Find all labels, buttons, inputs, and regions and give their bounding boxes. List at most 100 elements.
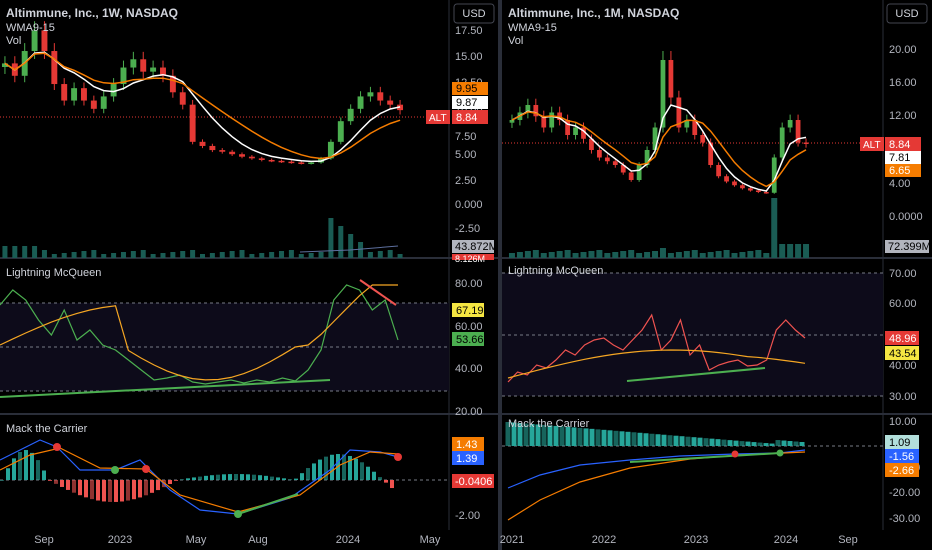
left-mack-tick-0: -2.00	[455, 510, 480, 522]
right-vol-bar-34	[779, 244, 786, 258]
right-hist-bar-33	[703, 438, 709, 446]
right-vol-bar-36	[795, 244, 802, 258]
right-lightning-fast-tag	[885, 331, 919, 345]
right-volume-indicator-label[interactable]: Vol	[508, 35, 523, 47]
right-vol-bar-17	[644, 252, 651, 258]
left-vol-bar-38	[377, 251, 383, 258]
right-candle-3	[533, 105, 539, 117]
right-wma-slow-tag	[885, 164, 921, 177]
left-vol-bar-27	[269, 252, 275, 258]
left-hist-bar-48	[288, 479, 292, 481]
right-symbol-title[interactable]: Altimmune, Inc., 1M, NASDAQ	[508, 6, 679, 20]
left-vol-bar-19	[190, 250, 196, 258]
left-candle-37	[367, 92, 374, 97]
left-mack-hist-value: -0.0406	[455, 476, 492, 488]
left-hist-bar-64	[384, 480, 388, 483]
right-hist-bar-26	[661, 434, 667, 446]
right-last-price-tag	[885, 137, 921, 151]
right-lightning-title[interactable]: Lightning McQueen	[508, 265, 603, 277]
left-hist-bar-43	[258, 475, 262, 480]
left-hist-bar-63	[378, 477, 382, 480]
left-time-axis[interactable]: Sep 2023 May Aug 2024 May	[34, 534, 441, 546]
left-vol-bar-18	[180, 251, 186, 258]
left-candle-27	[268, 159, 275, 162]
left-candle-4	[41, 30, 48, 52]
left-hist-bar-46	[276, 477, 280, 480]
left-vol-bar-31	[308, 253, 314, 258]
right-candle-31	[755, 190, 761, 192]
left-lightning-trendline	[0, 379, 331, 398]
right-vol-bar-8	[572, 253, 579, 258]
right-candle-14	[620, 165, 626, 173]
left-vol-bar-22	[219, 252, 225, 258]
right-vol-bar-30	[747, 251, 754, 258]
right-lightning-slow-tag	[885, 346, 919, 360]
right-vol-bar-24	[699, 253, 706, 258]
left-hist-bar-59	[354, 458, 358, 480]
left-vol-bar-13	[130, 251, 136, 258]
right-wma-indicator-label[interactable]: WMA9-15	[508, 22, 557, 34]
right-hist-bar-36	[721, 439, 727, 446]
left-lightning-title[interactable]: Lightning McQueen	[6, 267, 101, 279]
left-volume-indicator-label[interactable]: Vol	[6, 35, 21, 47]
right-candle-21	[676, 97, 682, 128]
right-vol-bar-16	[636, 253, 643, 258]
left-lightning-tick-3: 20.00	[455, 406, 483, 418]
right-lightning-axis[interactable]: 70.00 60.00 40.00 30.00	[889, 268, 917, 403]
left-currency-button[interactable]	[453, 3, 495, 24]
left-candle-22	[219, 150, 226, 152]
right-hist-bar-12	[577, 427, 583, 446]
left-wma-indicator-label[interactable]: WMA9-15	[6, 22, 55, 34]
right-candle-29	[740, 185, 745, 189]
left-vol-bar-34	[338, 226, 344, 258]
right-time-axis[interactable]: 2021 2022 2023 2024 Sep	[500, 534, 858, 546]
right-hist-bar-28	[673, 435, 679, 446]
right-mack-title[interactable]: Mack the Carrier	[508, 418, 590, 430]
left-ticker-tag-label: ALT	[429, 113, 447, 124]
right-candle-8	[573, 127, 578, 135]
panel-splitter[interactable]	[498, 0, 502, 550]
left-last-price-tag	[452, 110, 488, 124]
left-hist-bar-4	[24, 450, 28, 480]
left-hist-bar-1	[6, 468, 10, 480]
left-hist-bar-19	[114, 480, 118, 502]
right-hist-bar-19	[619, 431, 625, 446]
right-hist-bar-39	[739, 441, 745, 446]
left-vol-bar-14	[140, 250, 146, 258]
right-currency-button[interactable]	[886, 3, 928, 24]
right-hist-bar-34	[709, 438, 715, 446]
right-hist-bar-15	[595, 429, 601, 446]
left-vol-bar-6	[61, 253, 67, 258]
left-mack-axis[interactable]: -2.00	[455, 510, 480, 522]
left-hist-bar-33	[198, 476, 202, 480]
right-candle-30	[748, 188, 753, 191]
left-candle-25	[248, 156, 255, 159]
left-candle-26	[258, 158, 265, 160]
right-vol-bar-1	[516, 252, 523, 258]
right-hist-bar-21	[631, 432, 637, 446]
right-vol-bar-19	[659, 248, 666, 258]
left-hist-bar-41	[246, 474, 250, 480]
right-vol-bar-20	[667, 253, 674, 258]
left-volume-ma-line	[299, 245, 399, 253]
left-wma-fast-value: 9.87	[456, 97, 477, 109]
right-hist-bar-27	[667, 435, 673, 446]
right-price-axis[interactable]: 20.00 16.00 12.00 4.00 0.0000	[889, 44, 923, 223]
left-hist-bar-37	[222, 474, 226, 480]
left-hist-bar-39	[234, 474, 238, 480]
left-vol-bar-40	[397, 254, 403, 258]
right-hist-bar-13	[583, 428, 589, 446]
left-candle-33	[327, 141, 334, 159]
left-candle-17	[169, 75, 176, 93]
right-vol-bar-12	[604, 253, 611, 258]
right-lightning-fast-value: 48.96	[889, 333, 917, 345]
left-vol-bar-30	[298, 254, 304, 258]
left-mack-blue-tag	[452, 451, 484, 465]
right-hist-bar-46	[781, 440, 787, 446]
right-hist-bar-17	[607, 430, 613, 446]
left-lightning-axis[interactable]: 80.00 60.00 40.00 20.00	[455, 278, 483, 418]
right-vol-bar-15	[628, 250, 635, 258]
left-vol-bar-5	[51, 254, 57, 258]
left-mack-title[interactable]: Mack the Carrier	[6, 423, 88, 435]
left-symbol-title[interactable]: Altimmune, Inc., 1W, NASDAQ	[6, 6, 178, 20]
